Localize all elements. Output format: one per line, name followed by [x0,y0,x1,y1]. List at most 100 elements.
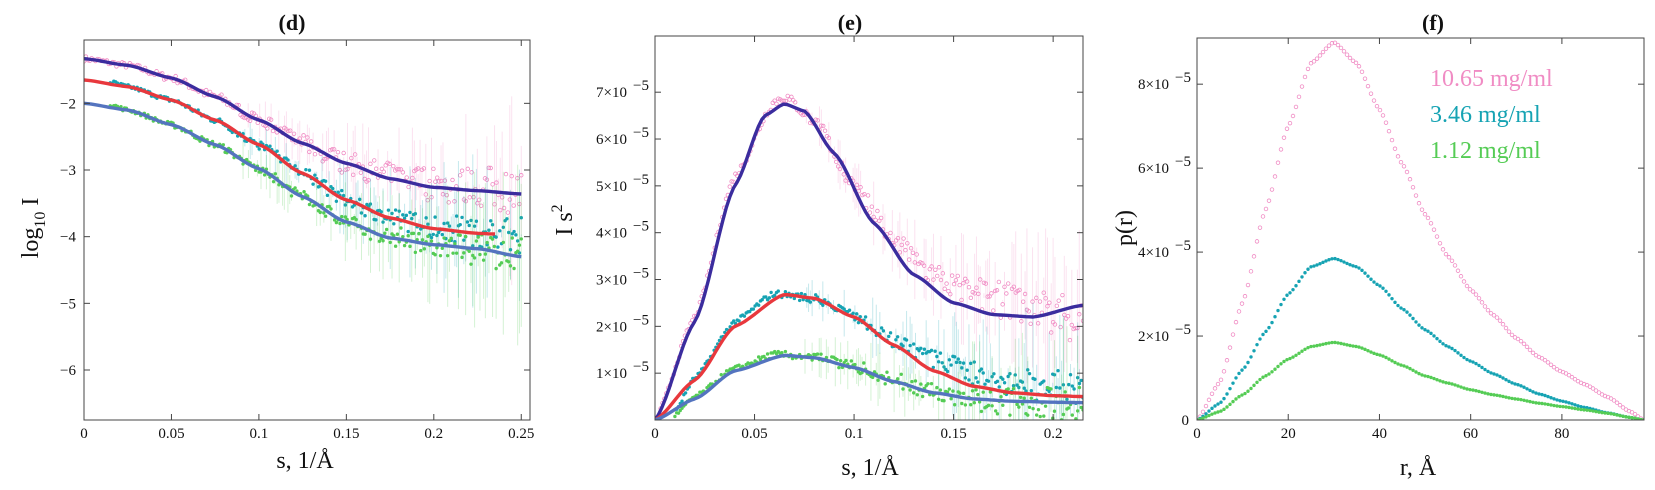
data-point [1052,373,1057,377]
data-point [322,156,327,162]
data-point [856,320,861,325]
data-point [436,230,441,235]
data-point [1035,321,1041,326]
data-point [262,173,267,177]
data-point [498,229,502,233]
data-point [1236,309,1242,314]
data-point [463,234,468,239]
panel-e-title: (e) [838,10,862,35]
x-tick-label: 60 [1463,426,1478,442]
data-point [462,238,466,242]
data-point [372,158,377,163]
data-point [1207,413,1211,418]
data-point [236,103,241,108]
data-point [1491,313,1497,318]
data-point [388,240,392,245]
data-point [737,363,741,367]
data-point [339,170,344,175]
data-point [1004,291,1009,296]
data-point [368,237,373,241]
data-point [293,164,297,168]
data-point [421,166,427,171]
data-point [438,253,443,258]
data-point [390,211,394,216]
data-point [940,271,946,276]
data-point [1019,319,1024,324]
data-point [1519,384,1523,388]
data-point [1006,374,1010,379]
y-tick-exponent: −5 [633,219,649,235]
data-point [1294,353,1298,357]
data-point [1204,412,1208,416]
data-point [219,92,224,97]
data-point [1306,345,1310,350]
data-point [1498,374,1502,379]
data-point [1260,214,1266,219]
data-point [1567,401,1571,405]
data-point [268,117,274,122]
data-point [673,414,677,419]
data-point [1542,357,1548,363]
data-point [1213,411,1217,415]
data-point [514,233,518,237]
data-point [919,346,923,350]
data-point [1524,344,1530,350]
data-point [498,207,503,213]
data-point [1480,365,1484,370]
data-point [1222,396,1226,401]
data-point [422,247,427,251]
data-point [381,238,385,243]
data-point [1038,414,1042,419]
data-point [433,215,437,219]
data-point [1056,298,1061,303]
data-point [1456,351,1460,355]
data-point [1252,349,1256,353]
data-point [1312,264,1316,268]
data-point [1075,409,1080,413]
y-tick-exponent: −5 [633,312,649,328]
data-point [1246,389,1250,393]
data-point [247,118,253,123]
data-point [494,235,498,239]
data-point [897,250,903,255]
data-point [1527,347,1533,353]
data-point [1455,268,1461,273]
data-point [1495,373,1499,377]
x-tick-label: 0.2 [1044,426,1063,442]
data-point [992,372,996,376]
data-point [1482,304,1488,309]
data-point [1311,59,1317,64]
data-point [381,220,385,224]
data-point [1594,409,1598,414]
data-point [288,128,293,133]
data-point [1473,292,1479,297]
plot-area [84,54,524,346]
data-point [976,392,980,397]
data-point [751,307,756,311]
data-point [244,157,249,162]
data-point [1443,251,1449,257]
data-point [1054,303,1060,309]
data-point [454,251,459,255]
data-point [935,385,939,390]
data-point [301,133,306,138]
data-point [336,190,340,194]
data-point [519,216,523,220]
data-point [1294,284,1298,288]
data-point [1258,377,1262,382]
data-point [291,131,297,136]
data-point [792,296,797,301]
data-point [1336,257,1340,262]
data-point [459,168,465,173]
data-point [1567,405,1571,410]
data-point [1551,364,1557,370]
data-point [1608,396,1614,401]
data-point [1468,387,1472,392]
data-point [876,378,880,382]
data-point [1501,376,1505,380]
data-point [1570,402,1574,406]
panel-d-ylabel-main: log [18,228,44,259]
data-point [368,202,373,206]
data-point [352,152,358,157]
data-point [304,167,308,172]
